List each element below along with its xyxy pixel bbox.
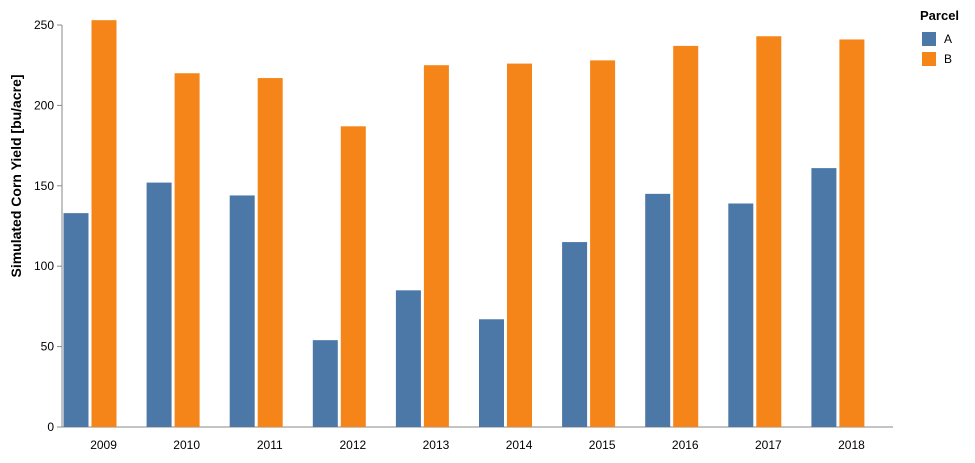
y-tick-label: 50: [41, 340, 55, 354]
legend-label-b: B: [944, 52, 952, 66]
x-tick-label: 2017: [755, 438, 782, 452]
bars: [63, 20, 865, 428]
bar-a-2012: [312, 340, 338, 427]
bar-a-2011: [229, 195, 255, 427]
x-tick-label: 2018: [838, 438, 865, 452]
bar-b-2017: [756, 36, 782, 427]
bar-b-2016: [673, 45, 699, 428]
x-tick-label: 2014: [506, 438, 533, 452]
bar-a-2014: [479, 319, 504, 427]
bar-a-2016: [645, 193, 671, 427]
legend: Parcel AB: [920, 8, 959, 66]
y-tick-label: 200: [34, 98, 54, 112]
bar-b-2013: [423, 65, 449, 427]
x-tick-label: 2013: [423, 438, 450, 452]
y-axis-title: Simulated Corn Yield [bu/acre]: [8, 74, 24, 277]
bar-a-2017: [728, 203, 754, 427]
y-tick-label: 0: [47, 420, 54, 434]
bar-a-2009: [63, 213, 89, 427]
bar-a-2015: [562, 242, 588, 427]
bar-b-2012: [340, 126, 366, 427]
bar-a-2018: [811, 168, 837, 427]
y-tick-label: 150: [34, 179, 54, 193]
y-tick-label: 250: [34, 18, 54, 32]
x-tick-label: 2011: [257, 438, 283, 452]
bar-b-2011: [257, 78, 283, 428]
bar-b-2014: [507, 63, 532, 427]
bar-b-2018: [839, 39, 865, 428]
y-tick-label: 100: [34, 259, 54, 273]
x-tick-label: 2009: [90, 438, 117, 452]
bar-b-2009: [91, 20, 117, 428]
legend-swatch-a: [922, 32, 936, 46]
y-axis: 0 50 100 150 200 250: [34, 18, 63, 434]
bar-b-2010: [174, 73, 200, 428]
bar-a-2010: [146, 182, 172, 427]
legend-title: Parcel: [920, 8, 959, 23]
x-tick-label: 2010: [173, 438, 200, 452]
legend-swatch-b: [922, 52, 936, 66]
bar-a-2013: [395, 290, 421, 427]
bar-b-2015: [590, 60, 616, 427]
x-tick-label: 2012: [339, 438, 366, 452]
x-axis: 2009 2010 2011 2012 2013 2014 2015 2016 2017 2018: [62, 426, 893, 452]
x-tick-label: 2016: [672, 438, 699, 452]
x-tick-label: 2015: [589, 438, 616, 452]
legend-label-a: A: [944, 32, 952, 46]
